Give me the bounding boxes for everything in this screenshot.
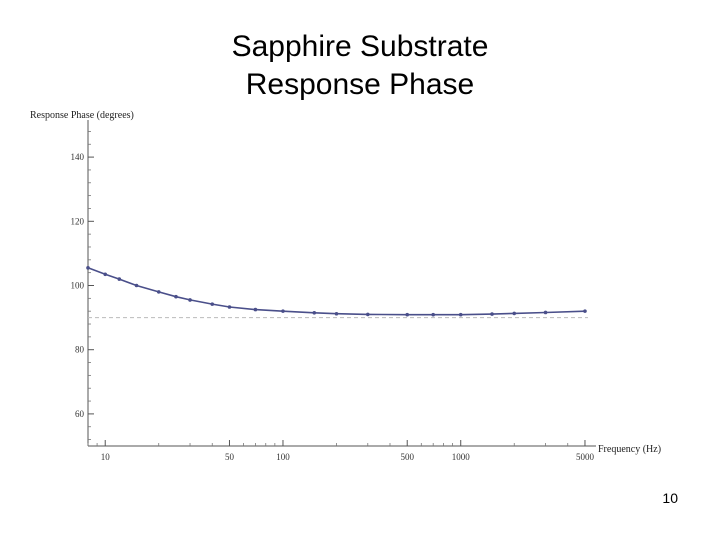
x-tick-label: 1000 <box>452 452 471 462</box>
data-point <box>458 312 463 317</box>
page-number: 10 <box>662 490 678 506</box>
data-point <box>543 310 548 315</box>
data-point <box>188 298 192 302</box>
data-point <box>103 272 108 277</box>
y-tick-label: 100 <box>71 281 85 291</box>
data-point <box>365 312 370 317</box>
x-tick-label: 50 <box>225 452 235 462</box>
x-tick-label: 500 <box>400 452 414 462</box>
x-tick-label: 10 <box>101 452 111 462</box>
data-point <box>253 307 258 312</box>
y-tick-label: 80 <box>75 345 85 355</box>
data-point <box>134 283 139 288</box>
data-point <box>405 312 410 317</box>
y-tick-label: 140 <box>71 152 85 162</box>
data-point <box>312 310 317 315</box>
data-point <box>583 309 587 313</box>
slide-title: Sapphire Substrate Response Phase <box>0 28 720 104</box>
x-tick-label: 5000 <box>576 452 595 462</box>
slide-title-line1: Sapphire Substrate <box>231 30 489 63</box>
slide-title-line2: Response Phase <box>245 68 475 101</box>
data-point <box>174 294 178 299</box>
y-tick-label: 60 <box>75 409 85 419</box>
x-axis-title: Frequency (Hz) <box>598 444 661 455</box>
data-point <box>117 277 122 281</box>
data-point <box>490 312 494 316</box>
chart-axes <box>87 120 596 447</box>
series-line <box>87 267 586 316</box>
x-tick-label: 100 <box>276 452 290 462</box>
data-point <box>86 266 90 270</box>
data-point <box>210 302 215 306</box>
data-point <box>334 311 339 316</box>
data-point <box>227 305 232 309</box>
chart-ticks: 60 80 100 120 140 10 50 100 500 1000 5000 <box>71 131 595 462</box>
y-axis-title: Response Phase (degrees) <box>30 110 134 121</box>
data-point <box>156 290 161 294</box>
y-tick-label: 120 <box>71 216 85 226</box>
data-point <box>281 309 285 313</box>
data-point <box>431 312 435 317</box>
series-group <box>86 266 587 317</box>
data-point <box>512 311 517 316</box>
